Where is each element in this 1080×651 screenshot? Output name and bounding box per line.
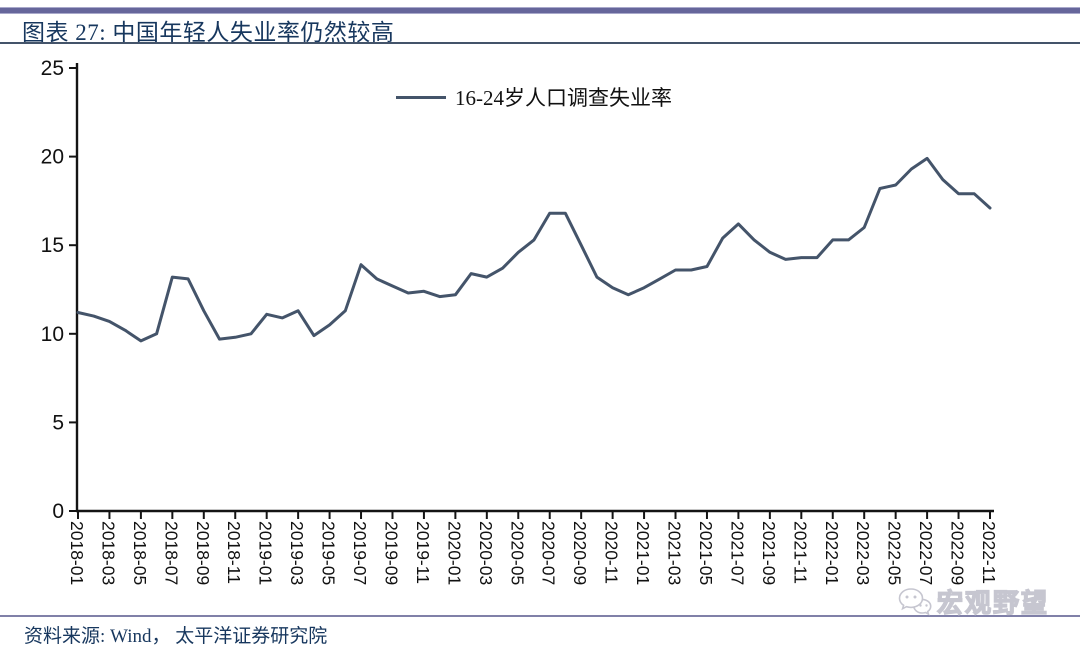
- svg-text:25: 25: [41, 57, 64, 80]
- svg-text:2022-01: 2022-01: [822, 521, 842, 585]
- svg-text:2019-11: 2019-11: [413, 521, 433, 584]
- svg-text:2019-07: 2019-07: [350, 521, 370, 585]
- svg-text:2019-09: 2019-09: [381, 521, 401, 585]
- svg-text:2022-07: 2022-07: [916, 521, 936, 585]
- svg-text:2020-05: 2020-05: [507, 521, 527, 585]
- svg-text:2020-01: 2020-01: [444, 521, 464, 585]
- svg-text:2021-11: 2021-11: [790, 521, 810, 584]
- svg-text:2018-05: 2018-05: [130, 521, 150, 585]
- svg-text:2021-03: 2021-03: [665, 521, 685, 585]
- svg-text:2022-05: 2022-05: [885, 521, 905, 585]
- svg-text:2018-03: 2018-03: [98, 521, 118, 585]
- svg-text:2022-03: 2022-03: [853, 521, 873, 585]
- svg-text:15: 15: [41, 234, 64, 257]
- svg-text:2021-05: 2021-05: [696, 521, 716, 585]
- source-note: 资料来源: Wind， 太平洋证券研究院: [24, 626, 328, 647]
- svg-text:2020-11: 2020-11: [602, 521, 622, 584]
- svg-text:2020-07: 2020-07: [539, 521, 559, 585]
- svg-text:2019-03: 2019-03: [287, 521, 307, 585]
- svg-text:2021-07: 2021-07: [727, 521, 747, 585]
- svg-text:2021-09: 2021-09: [759, 521, 779, 585]
- svg-text:5: 5: [52, 411, 64, 434]
- svg-text:2019-05: 2019-05: [319, 521, 339, 585]
- figure-title: 图表 27: 中国年轻人失业率仍然较高: [22, 20, 395, 45]
- legend-line-sample: [396, 95, 446, 99]
- svg-text:0: 0: [52, 500, 64, 523]
- chart-legend: 16-24岁人口调查失业率: [396, 82, 672, 112]
- svg-text:2019-01: 2019-01: [256, 521, 276, 585]
- top-rule: [0, 7, 1080, 14]
- svg-text:2022-11: 2022-11: [979, 521, 999, 584]
- svg-text:2018-09: 2018-09: [193, 521, 213, 585]
- legend-label: 16-24岁人口调查失业率: [455, 86, 672, 110]
- svg-text:2020-09: 2020-09: [570, 521, 590, 585]
- svg-text:2020-03: 2020-03: [476, 521, 496, 585]
- svg-text:2018-07: 2018-07: [161, 521, 181, 585]
- title-rule: [0, 42, 1080, 44]
- svg-text:10: 10: [41, 323, 64, 346]
- svg-text:2022-09: 2022-09: [948, 521, 968, 585]
- svg-text:20: 20: [41, 146, 64, 169]
- svg-text:2018-01: 2018-01: [67, 521, 87, 585]
- footer-rule: [0, 615, 1080, 617]
- svg-text:2021-01: 2021-01: [633, 521, 653, 585]
- svg-text:2018-11: 2018-11: [224, 521, 244, 584]
